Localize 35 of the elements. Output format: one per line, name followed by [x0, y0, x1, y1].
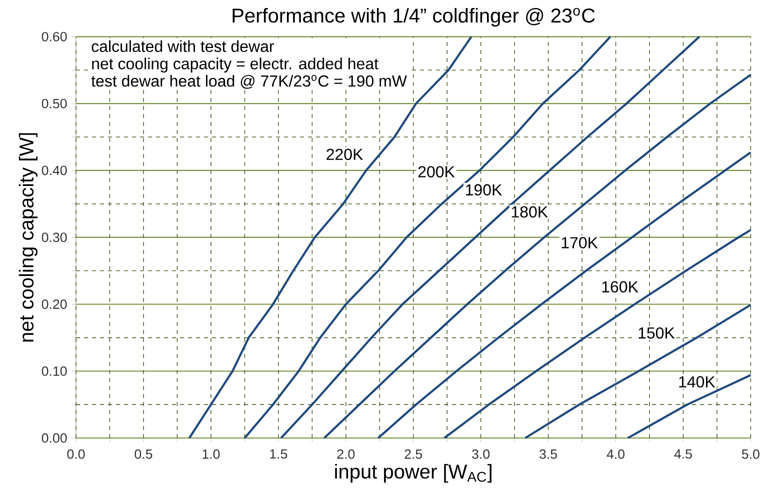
annotation: 190K [466, 184, 502, 196]
x-tick-label: 2.5 [404, 449, 422, 459]
x-tick-label: 5.0 [742, 449, 760, 459]
x-tick-label: 3.5 [540, 449, 557, 459]
x-tick-label: 1.0 [202, 449, 220, 459]
annotation: calculated with test dewar [92, 40, 274, 52]
y-axis-title: net cooling capacity [W] [18, 133, 38, 342]
chart-title: Performance with 1/4” coldfinger @ 23$^{o}$C [232, 8, 595, 27]
y-tick-label: 0.50 [42, 98, 67, 108]
annotation: 150K [638, 327, 675, 339]
annotation: 220K [326, 148, 364, 160]
annotation: net cooling capacity = electr. added heat [92, 58, 378, 73]
y-tick-label: 0.30 [42, 232, 67, 242]
annotation: 200K [418, 166, 455, 178]
x-axis-title: input power [W$_{AC}$] [335, 464, 492, 483]
x-tick-label: 4.0 [606, 449, 624, 459]
x-tick-label: 0.0 [67, 449, 85, 459]
y-tick-label: 0.60 [42, 32, 67, 42]
annotation: 180K [512, 206, 548, 218]
x-tick-label: 0.5 [134, 449, 152, 459]
x-tick-label: 3.0 [472, 449, 490, 459]
x-tick-label: 2.0 [337, 449, 355, 459]
line-series [377, 151, 752, 440]
annotation: test dewar heat load @ 77K/23$^{o}$C = 190 mW [91, 74, 407, 89]
annotation: 140K [679, 376, 716, 388]
y-tick-label: 0.10 [42, 366, 67, 376]
line-series [524, 304, 752, 440]
annotation: 160K [602, 281, 638, 292]
x-tick-label: 4.5 [674, 449, 692, 459]
x-tick-label: 1.5 [270, 449, 288, 459]
y-tick-label: 0.00 [42, 433, 67, 443]
y-tick-label: 0.40 [42, 166, 67, 176]
y-tick-label: 0.20 [42, 300, 67, 309]
line-series [443, 228, 752, 440]
annotation: 170K [562, 237, 598, 248]
